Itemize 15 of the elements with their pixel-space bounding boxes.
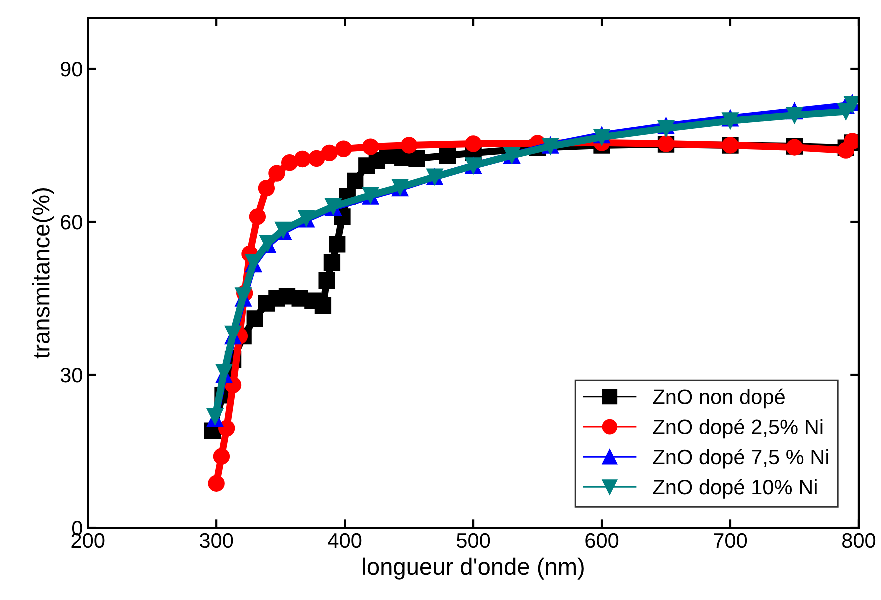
x-tick-label: 600 [586, 533, 619, 548]
x-axis-title: longueur d'onde (nm) [363, 558, 584, 580]
x-tick-label: 500 [456, 533, 490, 548]
x-tick-label: 400 [328, 533, 362, 548]
legend-label: ZnO dopé 7,5 % Ni [653, 449, 828, 469]
legend-label: ZnO dopé 10% Ni [653, 479, 817, 499]
x-tick-label: 700 [714, 533, 748, 548]
x-tick-label: 800 [842, 533, 876, 548]
x-tick-label: 300 [200, 533, 234, 548]
y-tick-label: 60 [61, 215, 82, 230]
y-tick-label: 90 [61, 62, 82, 77]
legend-label: ZnO non dopé [653, 388, 785, 409]
y-axis-title: transmitance(%) [32, 188, 54, 359]
y-tick-label: 30 [60, 368, 82, 383]
legend-label: ZnO dopé 2,5% Ni [653, 419, 823, 439]
